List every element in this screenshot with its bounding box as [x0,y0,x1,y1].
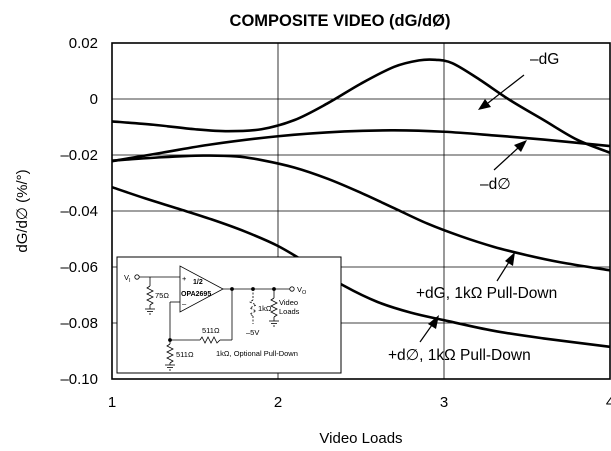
arrow-neg-dg [487,74,525,104]
opamp-label-1: 1/2 [193,279,203,286]
vo-label: VO [297,285,307,296]
rg-label: 511Ω [176,350,194,359]
arrow-neg-dphi [493,147,519,171]
x-tick-label: 2 [274,394,282,411]
x-axis-label: Video Loads [319,430,402,447]
vi-label: VI [124,273,131,284]
label-neg-dphi: –d∅ [480,176,511,193]
loads-label-1: Video [279,298,298,307]
arrowhead-pos-dphi-pulldown [428,315,439,329]
r75-resistor [146,285,154,306]
x-tick-label: 3 [440,394,448,411]
loads-label-2: Loads [279,307,300,316]
y-tick-label: –0.06 [60,259,98,276]
y-tick-label: –0.02 [60,147,98,164]
series-group [111,58,611,349]
chart-title: COMPOSITE VIDEO (dG/dØ) [230,12,451,30]
label-pos-dphi-pulldown: +d∅, 1kΩ Pull-Down [388,347,531,364]
y-tick-label: –0.04 [60,203,98,220]
vo-terminal [289,286,295,292]
y-tick-label: 0 [90,91,98,108]
arrow-pos-dphi-pulldown [419,324,433,343]
opamp-minus: – [182,299,187,308]
plot-frame [111,42,611,380]
x-tick-label: 4 [606,394,611,411]
inset-caption: 1kΩ, Optional Pull-Down [216,349,298,358]
series-neg-dg-curve [111,58,611,154]
y-tick-labels: 0.02 0 –0.02 –0.04 –0.06 –0.08 –0.10 [60,35,98,388]
pulldown-resistor [249,299,257,317]
x-tick-labels: 1 2 3 4 [108,394,611,411]
pulldown-r-label: 1kΩ [258,304,272,313]
arrowhead-pos-dg-pulldown [505,252,515,266]
rg-resistor [166,343,174,364]
series-annotations: –dG –d∅ +dG, 1kΩ Pull-Down +d∅, 1kΩ Pull… [388,51,559,364]
y-tick-label: 0.02 [69,35,98,52]
opamp-label-2: OPA2695 [181,291,211,298]
load-resistor [270,297,278,318]
vi-terminal [134,274,140,280]
inset-frame [116,256,342,374]
y-tick-label: –0.08 [60,315,98,332]
opamp-symbol [179,265,224,313]
neg-supply-label: –5V [246,328,259,337]
inset-schematic: VI VO 75Ω + – 1/2 OPA2695 511Ω 511Ω 1kΩ … [116,256,342,374]
rf-resistor [199,336,221,344]
label-pos-dg-pulldown: +dG, 1kΩ Pull-Down [416,285,557,302]
rf-label: 511Ω [202,326,220,335]
series-neg-dphi-curve [111,129,611,163]
y-tick-label: –0.10 [60,371,98,388]
arrowhead-neg-dg [478,99,491,110]
opamp-plus: + [182,274,187,283]
series-pos-dg-pulldown-curve [111,154,611,272]
arrow-pos-dg-pulldown [496,261,510,282]
y-axis-label: dG/d∅ (%/°) [14,169,31,252]
x-tick-label: 1 [108,394,116,411]
arrowhead-neg-dphi [514,140,527,152]
label-neg-dg: –dG [530,51,559,68]
r75-label: 75Ω [155,291,169,300]
